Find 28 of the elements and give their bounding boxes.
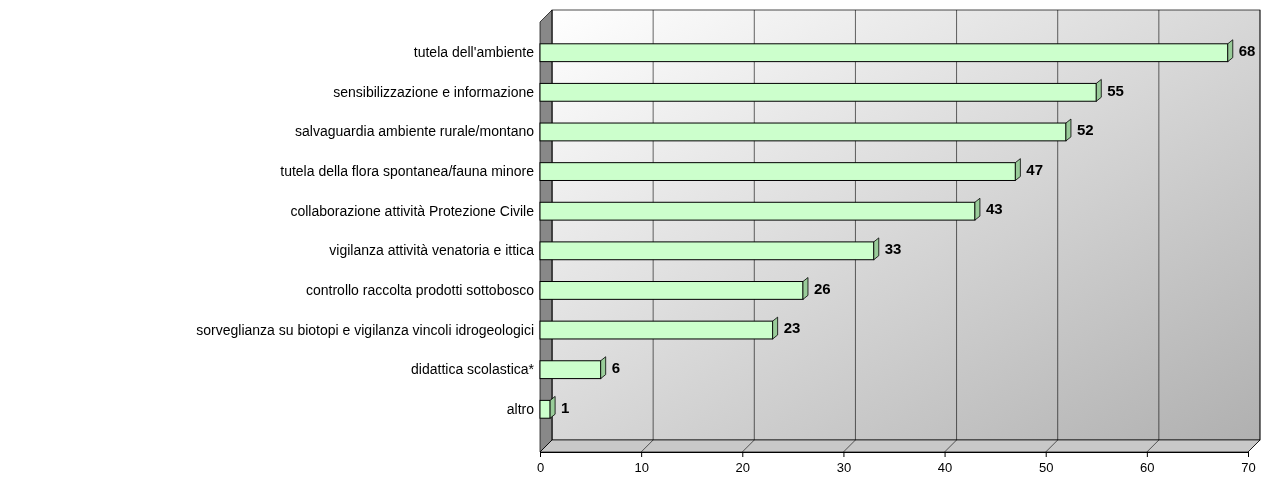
data-label: 26: [813, 279, 831, 297]
data-label: 47: [1026, 160, 1044, 178]
y-tick-label: vigilanza attività venatoria e ittica: [329, 242, 535, 259]
x-tick-label: 10: [634, 459, 649, 475]
x-tick-label: 60: [1140, 459, 1155, 475]
data-label: 6: [611, 358, 621, 376]
y-tick-label: collaborazione attività Protezione Civile: [290, 202, 535, 219]
data-label: 43: [985, 200, 1003, 218]
x-tick-label: 0: [536, 459, 545, 475]
y-tick-label: tutela della flora spontanea/fauna minore: [280, 163, 535, 180]
y-tick-label: tutela dell'ambiente: [413, 44, 535, 61]
data-label: 23: [783, 319, 801, 337]
data-label: 1: [561, 398, 570, 416]
y-tick-label: didattica scolastica*: [411, 361, 535, 378]
y-tick-label: salvaguardia ambiente rurale/montano: [295, 123, 535, 140]
x-tick-label: 30: [836, 459, 852, 475]
x-tick-label: 40: [937, 459, 953, 475]
data-label: 33: [884, 240, 902, 258]
y-tick-label: sensibilizzazione e informazione: [333, 83, 535, 100]
y-tick-label: altro: [506, 400, 535, 417]
y-tick-label: sorveglianza su biotopi e vigilanza vincoli idrogeologici: [196, 321, 534, 338]
data-label: 55: [1107, 81, 1124, 99]
data-label: 68: [1238, 41, 1256, 59]
data-label: 52: [1076, 121, 1094, 139]
x-tick-label: 20: [735, 459, 751, 475]
y-tick-label: controllo raccolta prodotti sottobosco: [305, 281, 535, 298]
x-tick-label: 50: [1038, 459, 1054, 475]
x-tick-label: 70: [1241, 459, 1256, 475]
